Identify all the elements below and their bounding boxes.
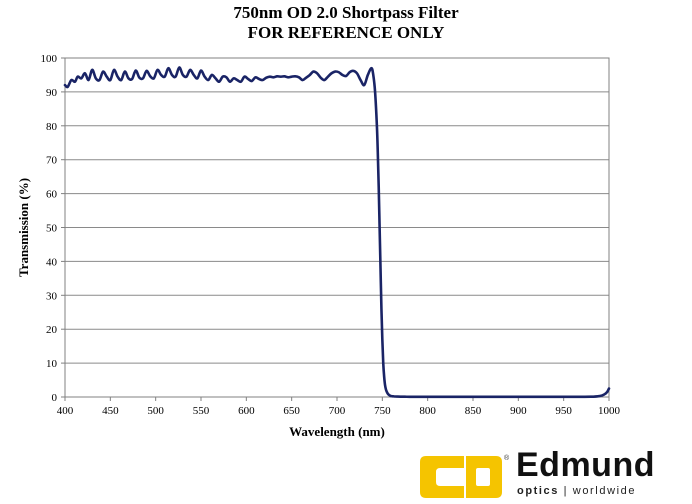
y-tick-label: 100 xyxy=(41,53,58,65)
logo-tagline-bold: optics xyxy=(517,485,559,497)
y-tick-label: 10 xyxy=(46,358,58,370)
x-tick-label: 450 xyxy=(102,405,119,417)
y-tick-label: 20 xyxy=(46,324,58,336)
x-tick-label: 900 xyxy=(510,405,527,417)
x-tick-label: 950 xyxy=(555,405,572,417)
edmund-optics-logo: ® Edmund optics | worldwide xyxy=(420,446,690,500)
registered-mark-icon: ® xyxy=(504,455,510,462)
x-tick-label: 500 xyxy=(147,405,164,417)
x-tick-label: 800 xyxy=(419,405,436,417)
x-axis-ticks: 400 450 500 550 600 650 700 750 800 850 900 950 1000 xyxy=(57,397,621,417)
logo-brand-name: Edmund xyxy=(516,446,655,484)
y-tick-label: 0 xyxy=(52,392,58,404)
logo-tagline-rest: worldwide xyxy=(572,485,637,497)
y-tick-label: 50 xyxy=(46,223,58,235)
x-axis-title: Wavelength (nm) xyxy=(289,424,385,439)
x-tick-label: 850 xyxy=(465,405,482,417)
chart-canvas: 0 10 20 30 40 50 60 70 80 90 100 400 450 500 550 600 65… xyxy=(16,53,621,439)
logo-tagline: optics | worldwide xyxy=(517,485,636,497)
y-tick-label: 40 xyxy=(46,256,58,268)
chart-subtitle: FOR REFERENCE ONLY xyxy=(247,23,445,42)
transmission-curve xyxy=(63,66,611,399)
logo-mark-icon xyxy=(420,456,502,498)
y-axis-ticks: 0 10 20 30 40 50 60 70 80 90 100 xyxy=(41,53,65,404)
y-tick-label: 70 xyxy=(46,155,58,167)
logo-tagline-separator: | xyxy=(559,485,573,497)
y-axis-title: Transmission (%) xyxy=(16,178,31,277)
x-tick-label: 650 xyxy=(283,405,300,417)
x-tick-label: 1000 xyxy=(598,405,621,417)
x-tick-label: 400 xyxy=(57,405,74,417)
gridlines xyxy=(65,57,609,398)
y-tick-label: 30 xyxy=(46,290,58,302)
chart-title: 750nm OD 2.0 Shortpass Filter xyxy=(233,3,459,22)
y-tick-label: 80 xyxy=(46,121,58,133)
x-tick-label: 750 xyxy=(374,405,391,417)
y-tick-label: 60 xyxy=(46,189,58,201)
y-tick-label: 90 xyxy=(46,87,58,99)
x-tick-label: 550 xyxy=(193,405,210,417)
x-tick-label: 700 xyxy=(329,405,346,417)
x-tick-label: 600 xyxy=(238,405,255,417)
